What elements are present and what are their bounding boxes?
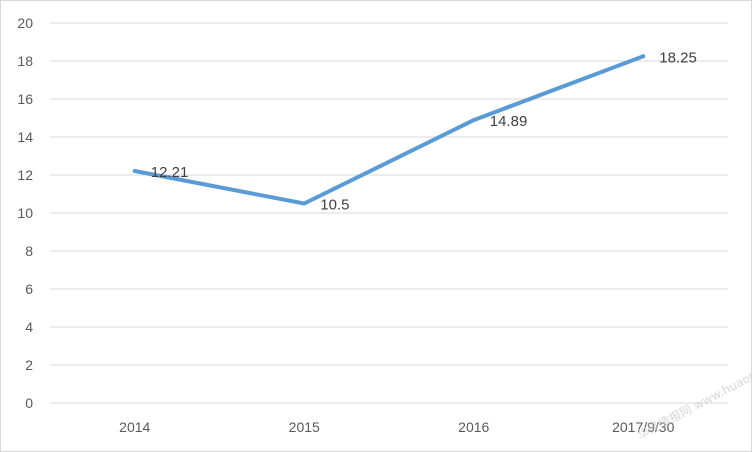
y-tick-label: 4 [25, 319, 33, 335]
y-tick-label: 0 [25, 395, 33, 411]
x-tick-label: 2016 [458, 419, 489, 435]
y-tick-label: 6 [25, 281, 33, 297]
y-tick-label: 10 [17, 205, 33, 221]
x-tick-label: 2017/9/30 [612, 419, 674, 435]
y-axis-ticks: 0 2 4 6 8 10 12 14 16 18 20 [17, 15, 33, 411]
y-tick-label: 16 [17, 91, 33, 107]
x-tick-label: 2014 [119, 419, 150, 435]
gridlines [50, 22, 728, 404]
series-layer [132, 54, 646, 206]
x-axis-ticks: 2014 2015 2016 2017/9/30 [119, 419, 674, 435]
y-tick-label: 18 [17, 53, 33, 69]
data-label: 14.89 [490, 113, 528, 130]
series-line [132, 54, 646, 206]
y-tick-label: 14 [17, 129, 33, 145]
data-label: 12.21 [151, 164, 189, 181]
y-tick-label: 12 [17, 167, 33, 183]
data-label: 10.5 [320, 197, 349, 214]
x-tick-label: 2015 [289, 419, 320, 435]
y-tick-label: 2 [25, 357, 33, 373]
data-label: 18.25 [659, 49, 697, 66]
y-tick-label: 20 [17, 15, 33, 31]
watermark: 华经情报网 www.huaon.com [634, 353, 752, 443]
data-labels: 12.21 10.5 14.89 18.25 [151, 49, 697, 213]
y-tick-label: 8 [25, 243, 33, 259]
